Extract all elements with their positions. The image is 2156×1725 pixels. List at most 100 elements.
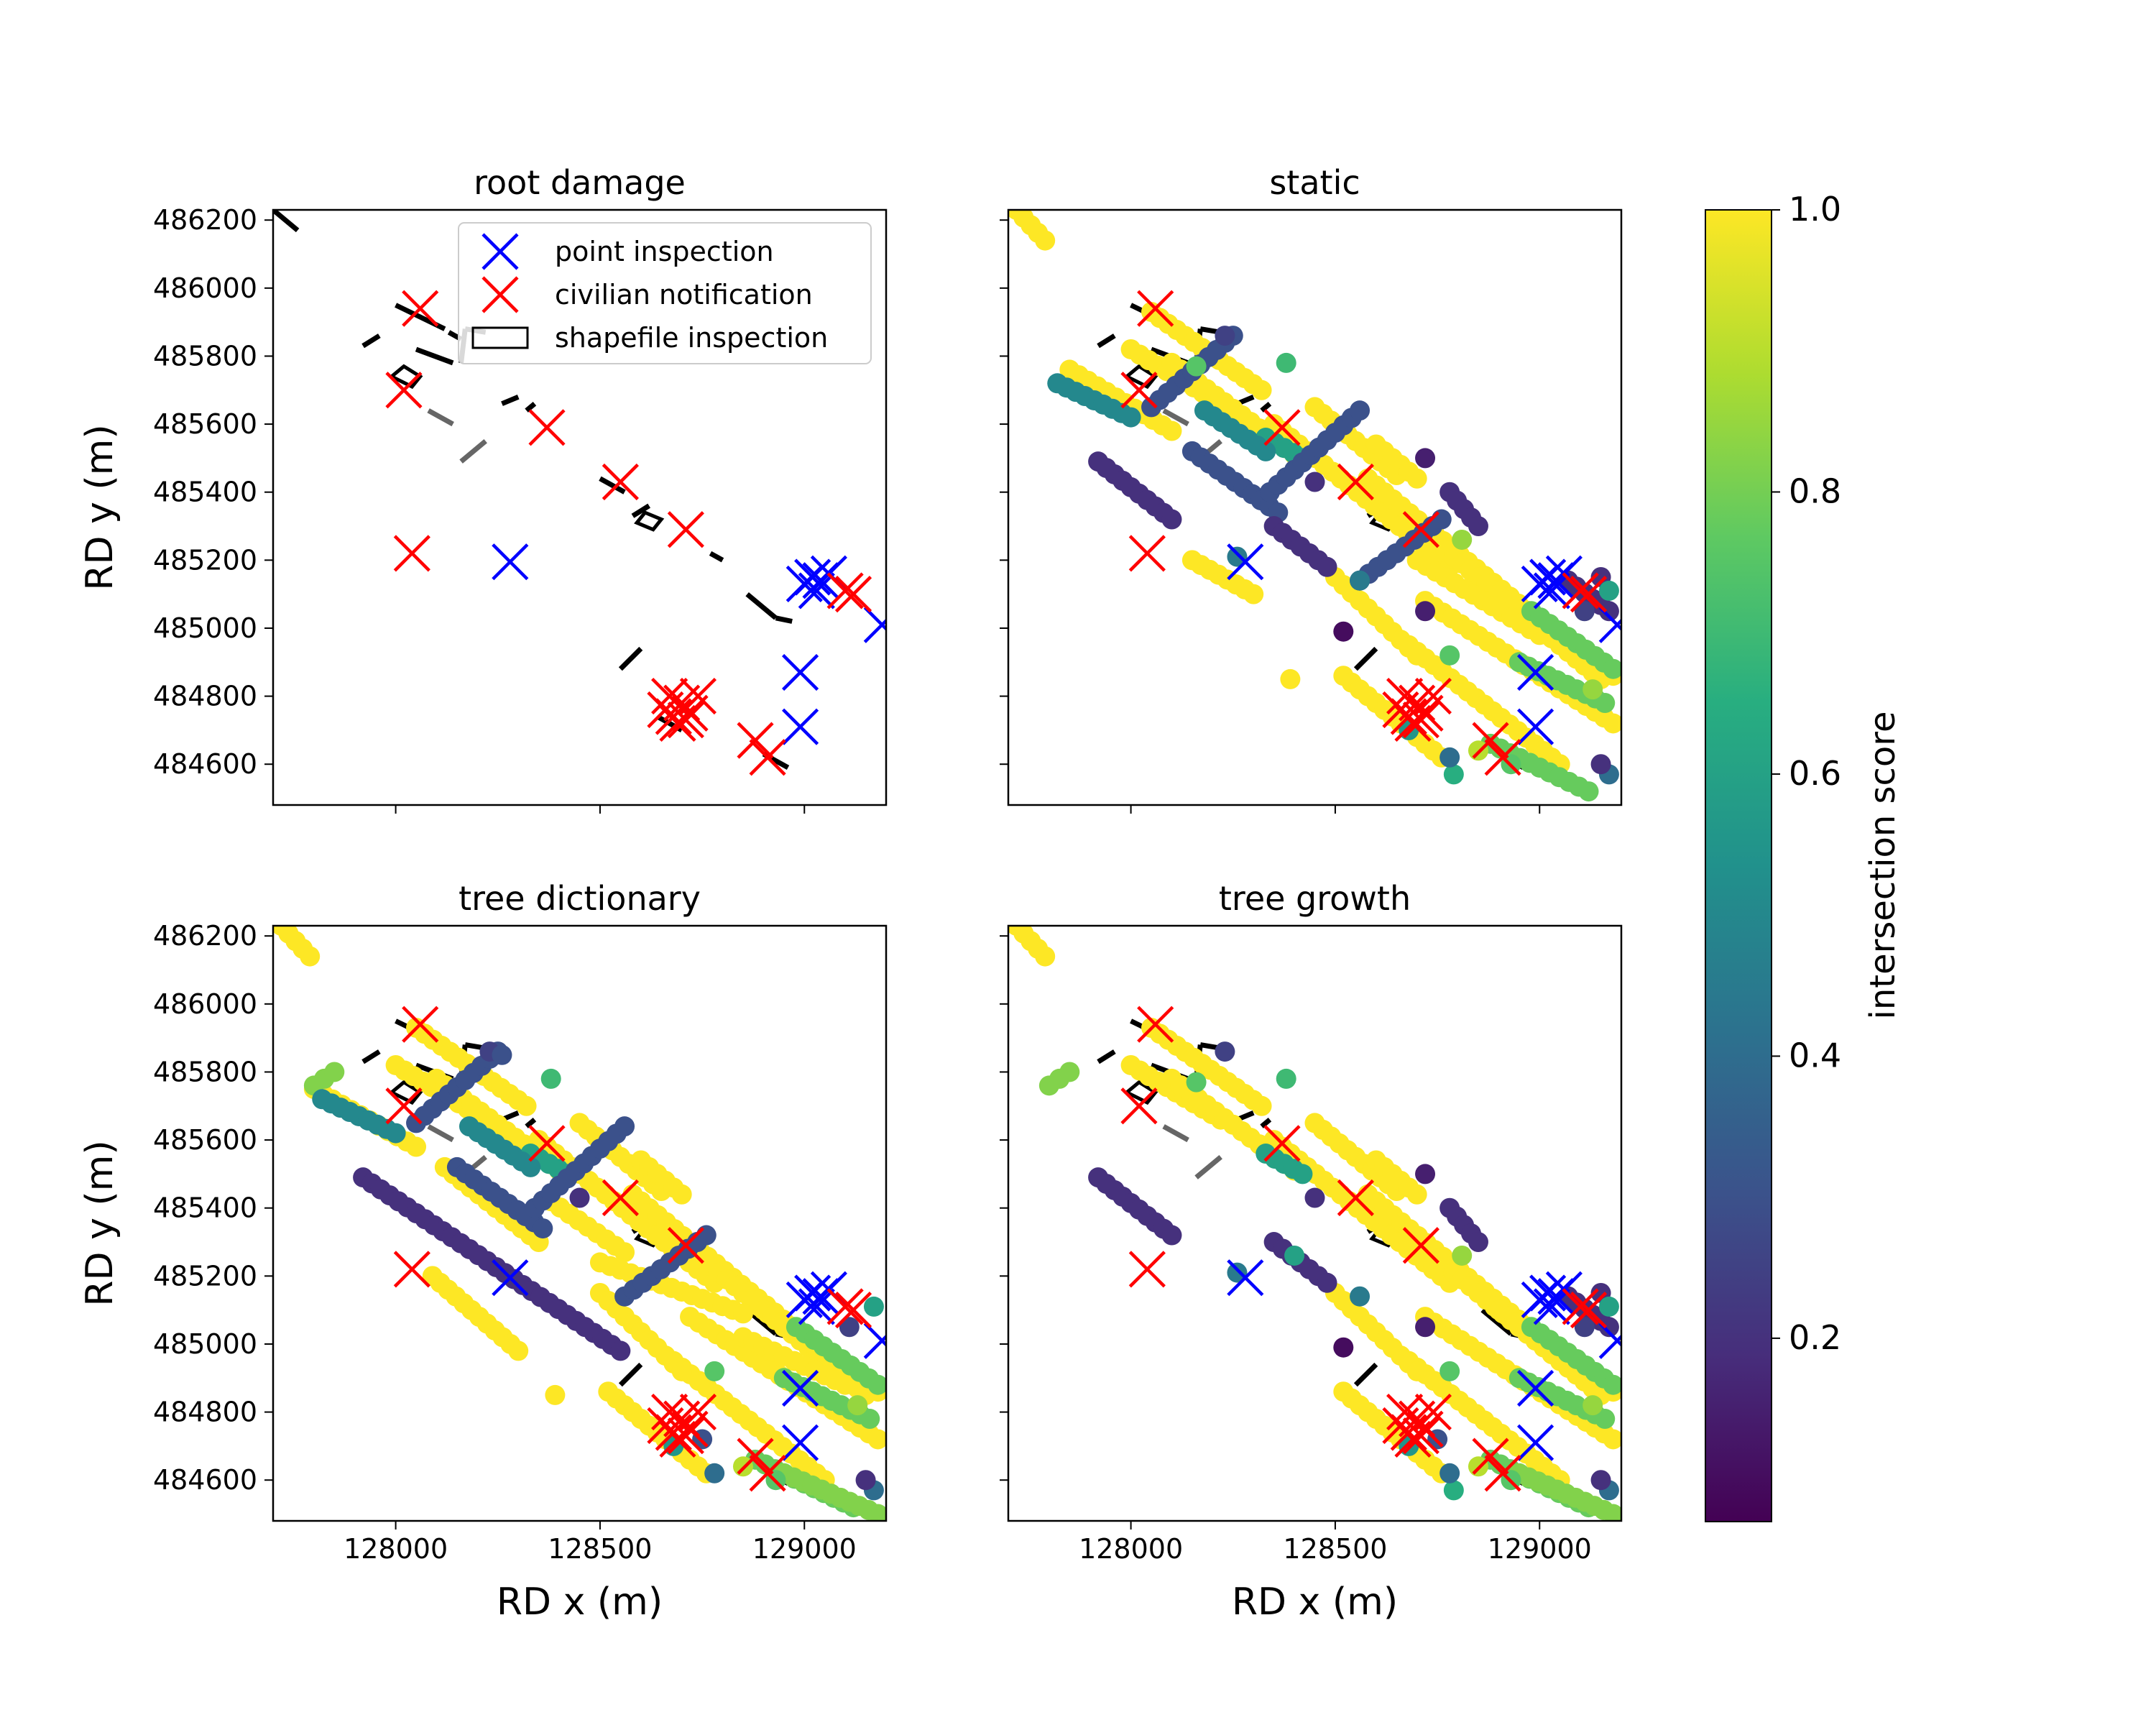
score-point <box>1406 645 1427 666</box>
score-point <box>1350 400 1370 421</box>
civilian-notification-marker <box>1484 739 1521 776</box>
civilian-notification-marker <box>1472 722 1509 759</box>
x-tick-label: 128000 <box>344 1533 448 1565</box>
colorbar-tick-label: 0.4 <box>1789 1036 1841 1075</box>
score-point <box>1276 352 1296 373</box>
axes-frame <box>272 924 888 1522</box>
score-point <box>1595 693 1616 714</box>
civilian-notification-marker <box>1402 1227 1439 1264</box>
score-point <box>1161 1225 1182 1246</box>
x-tick-label: 129000 <box>1488 1533 1592 1565</box>
shapefile-segment <box>415 346 454 366</box>
y-tick-label: 484800 <box>153 681 257 712</box>
score-point <box>1583 1395 1603 1416</box>
score-point <box>704 1463 725 1484</box>
civilian-notification-marker <box>679 1394 717 1431</box>
shapefile-segment <box>631 503 651 518</box>
score-point <box>671 1184 692 1205</box>
score-point <box>732 1303 753 1324</box>
shapefile-segment <box>273 210 300 233</box>
point-inspection-marker <box>1516 1369 1554 1407</box>
civilian-notification-marker <box>737 1438 774 1475</box>
score-point <box>1452 1245 1473 1266</box>
score-point <box>545 1384 566 1405</box>
panel-static: static <box>1000 163 1623 814</box>
point-inspection-marker <box>794 1274 831 1312</box>
civilian-notification-marker <box>1120 372 1158 409</box>
civilian-notification-marker <box>651 1394 688 1431</box>
score-point <box>1590 1470 1611 1491</box>
score-point <box>1161 509 1182 530</box>
point-inspection-marker <box>1516 1424 1554 1461</box>
point-inspection-marker <box>1227 543 1264 581</box>
score-point <box>1443 1480 1464 1501</box>
civilian-notification-marker <box>1394 704 1432 742</box>
y-tick-label: 484600 <box>153 1464 257 1496</box>
score-point <box>610 1340 631 1361</box>
point-inspection-marker <box>794 558 831 596</box>
score-point <box>1439 1361 1460 1381</box>
plot-content <box>1008 926 1621 1521</box>
civilian-notification-marker <box>1137 1006 1174 1043</box>
point-inspection-marker <box>1598 606 1621 643</box>
shapefile-segment <box>1480 1307 1513 1336</box>
colorbar-gradient <box>1705 209 1772 1522</box>
x-axis-label: RD x (m) <box>1232 1581 1398 1624</box>
score-point <box>1251 1095 1272 1116</box>
civilian-notification-marker <box>1128 1251 1166 1288</box>
y-tick-label: 485400 <box>153 1192 257 1224</box>
point-inspection-marker <box>798 572 835 610</box>
shapefile-polygon <box>1123 364 1158 390</box>
score-point <box>704 1361 725 1381</box>
civilian-notification-marker <box>667 511 704 548</box>
point-inspection-marker <box>1227 1259 1264 1297</box>
legend-marker-x <box>482 233 519 270</box>
point-inspection-marker <box>863 1322 886 1359</box>
score-point <box>855 1470 876 1491</box>
point-inspection-marker <box>1533 572 1570 610</box>
shapefile-segment <box>459 439 487 464</box>
shapefile-segment <box>1353 646 1378 671</box>
civilian-notification-marker <box>1386 678 1424 715</box>
civilian-notification-marker <box>1402 702 1439 739</box>
shapefile-segment <box>361 1049 381 1064</box>
point-inspection-marker <box>492 543 529 581</box>
civilian-notification-marker <box>528 409 566 446</box>
civilian-notification-marker <box>602 1179 639 1217</box>
civilian-notification-marker <box>1337 1179 1374 1217</box>
point-inspection-marker <box>863 606 886 643</box>
civilian-notification-marker <box>602 463 639 501</box>
shapefile-polygon <box>388 364 423 390</box>
legend-marker-x <box>482 276 519 313</box>
shapefile-segment <box>427 408 454 427</box>
score-point <box>860 1409 880 1430</box>
panel-title: root damage <box>474 163 686 202</box>
score-point <box>1603 713 1621 734</box>
shapefile-polygon <box>388 1080 423 1105</box>
score-point <box>1215 326 1235 346</box>
shapefile-polygon <box>634 510 665 532</box>
y-tick-label: 485400 <box>153 477 257 508</box>
point-inspection-marker <box>781 653 819 691</box>
score-point <box>1276 1068 1296 1089</box>
civilian-notification-marker <box>402 1006 439 1043</box>
panel-tree-dictionary: 128000 128500 129000 484600 484800 485000 4852… <box>78 879 888 1624</box>
score-point <box>1256 441 1276 461</box>
score-point <box>324 1062 345 1082</box>
score-point <box>1603 658 1621 679</box>
shapefile-segment <box>1162 1124 1189 1143</box>
y-tick-label: 485200 <box>153 544 257 576</box>
shapefile-segment <box>1162 408 1189 427</box>
civilian-notification-marker <box>737 722 774 759</box>
y-tick-label: 485200 <box>153 1260 257 1292</box>
score-point <box>1598 601 1619 622</box>
y-tick-label: 485800 <box>153 340 257 372</box>
score-point <box>1598 580 1619 601</box>
shapefile-segment <box>709 551 724 563</box>
colorbar: 0.2 0.4 0.6 0.8 1.0 intersection score <box>1705 190 1903 1522</box>
colorbar-label: intersection score <box>1863 712 1903 1020</box>
score-point <box>540 1068 561 1089</box>
civilian-notification-marker <box>402 290 439 327</box>
shapefile-segment <box>1260 402 1272 413</box>
shapefile-segment <box>427 1124 454 1143</box>
